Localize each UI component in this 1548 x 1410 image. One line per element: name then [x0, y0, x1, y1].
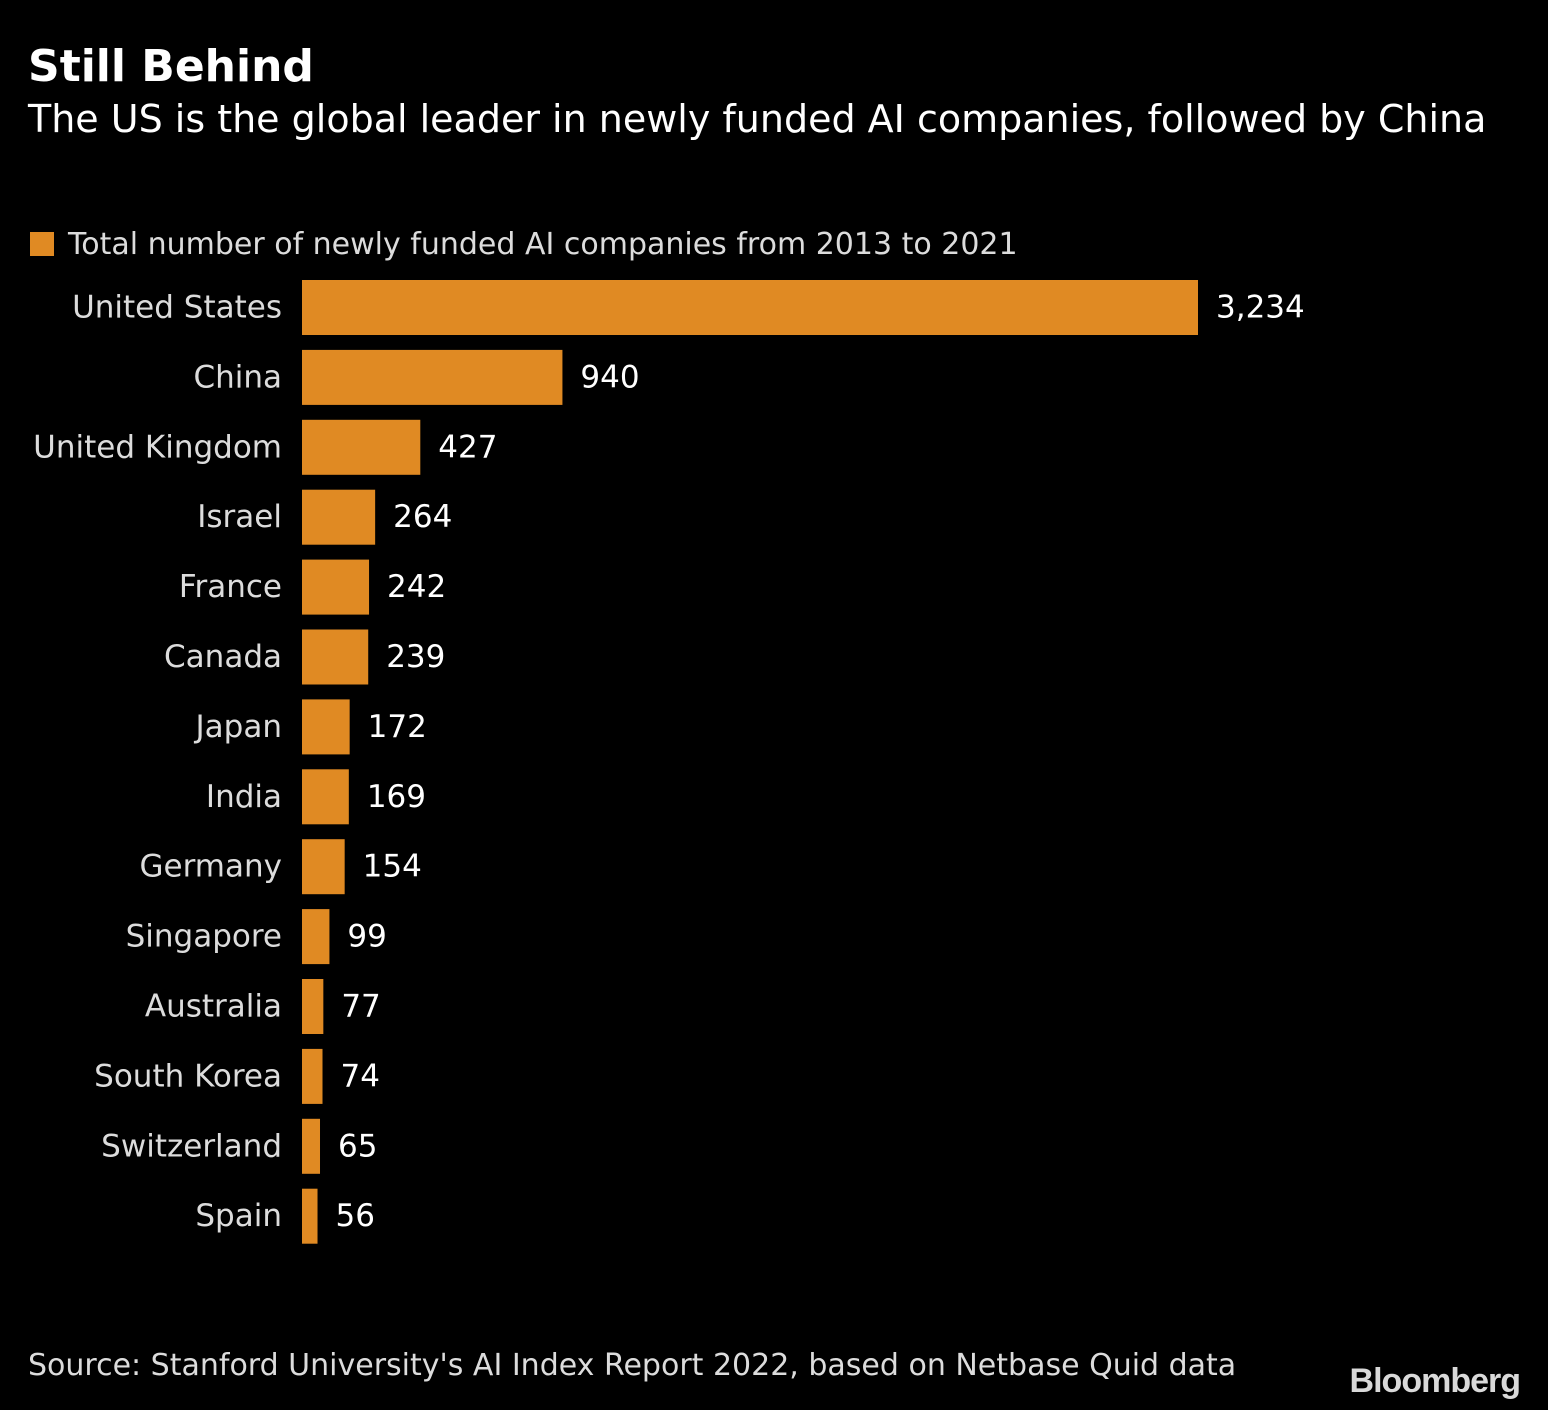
bar [302, 979, 324, 1034]
category-label: Israel [197, 499, 282, 535]
value-label: 172 [368, 709, 427, 745]
brand-logo: Bloomberg [1349, 1362, 1521, 1400]
legend-swatch [30, 232, 54, 256]
legend-label: Total number of newly funded AI companie… [68, 226, 1018, 262]
bar [302, 489, 376, 545]
category-label: Japan [194, 709, 282, 745]
bar [302, 1118, 321, 1174]
value-label: 65 [338, 1128, 377, 1164]
bar [302, 839, 345, 895]
value-label: 239 [386, 639, 445, 675]
bar [302, 349, 563, 405]
category-label: United States [72, 290, 282, 326]
bar [302, 629, 369, 685]
category-label: Australia [145, 989, 282, 1025]
bar [302, 699, 350, 755]
value-label: 264 [393, 499, 452, 535]
category-label: China [193, 359, 282, 395]
category-label: South Korea [94, 1058, 282, 1094]
category-label: Spain [195, 1198, 282, 1234]
value-label: 154 [363, 849, 422, 885]
value-label: 940 [580, 359, 639, 395]
source-note: Source: Stanford University's AI Index R… [28, 1348, 1237, 1383]
value-label: 169 [367, 779, 426, 815]
legend: Total number of newly funded AI companie… [30, 224, 1018, 264]
bar [302, 419, 421, 475]
value-label: 427 [438, 429, 497, 465]
category-label: Canada [164, 639, 282, 675]
value-label: 74 [341, 1058, 380, 1094]
bar-chart: United States 3,234 China 940 United Kingdom… [33, 280, 1305, 1244]
bar [302, 909, 330, 965]
category-label: Switzerland [101, 1128, 282, 1164]
category-label: France [179, 569, 282, 605]
value-label: 56 [336, 1198, 375, 1234]
bar [302, 559, 370, 615]
category-label: Germany [140, 849, 282, 885]
value-label: 3,234 [1216, 290, 1305, 326]
bar [302, 1048, 323, 1104]
category-label: Singapore [126, 919, 282, 955]
chart-title: Still Behind [28, 41, 314, 92]
bar [302, 1188, 318, 1244]
value-label: 99 [347, 919, 386, 955]
bar [302, 769, 349, 825]
chart-subtitle: The US is the global leader in newly fun… [28, 97, 1487, 141]
value-label: 242 [387, 569, 446, 605]
bar [302, 280, 1198, 335]
category-label: United Kingdom [33, 429, 282, 465]
category-label: India [206, 779, 282, 815]
value-label: 77 [341, 989, 380, 1025]
